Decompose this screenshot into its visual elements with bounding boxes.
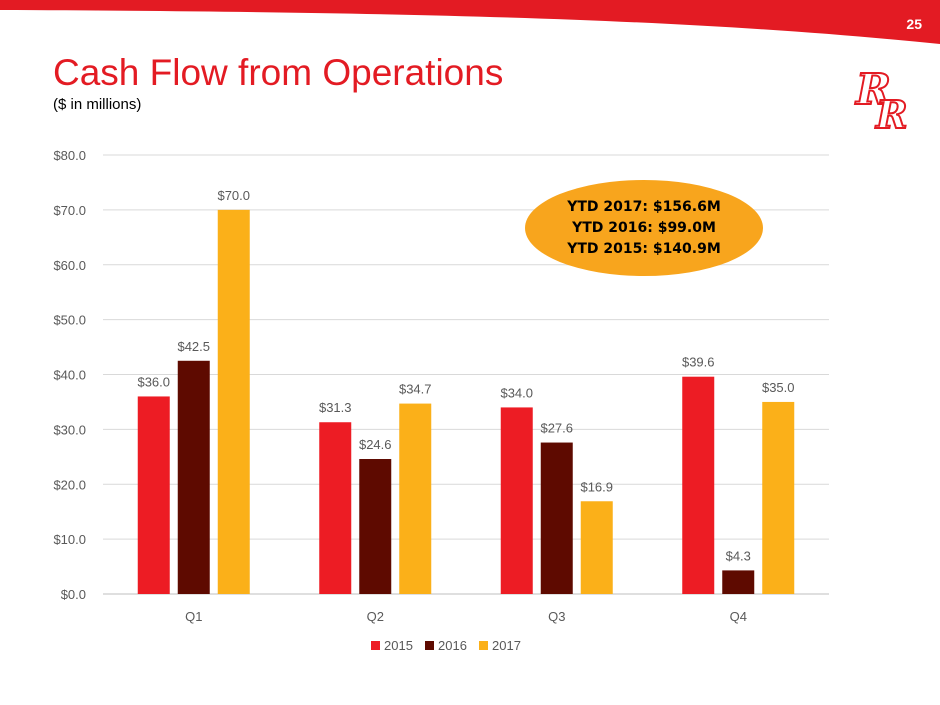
y-tick-label: $20.0 xyxy=(53,477,86,492)
ytd-2016-text: YTD 2016: $99.0M xyxy=(572,219,716,236)
chart-legend: 2015 2016 2017 xyxy=(371,638,521,653)
x-tick-label: Q2 xyxy=(367,609,384,624)
ytd-2015-text: YTD 2015: $140.9M xyxy=(567,240,721,257)
bar-2017-q4 xyxy=(762,401,795,594)
y-tick-label: $40.0 xyxy=(53,368,86,383)
legend-swatch xyxy=(479,641,488,650)
chart-x-axis: Q1 Q2 Q3 Q4 xyxy=(185,609,747,624)
chart-data-labels: $36.0 $42.5 $70.0 $31.3 $24.6 $34.7 $34.0 $27.6… xyxy=(137,188,794,564)
legend-label: 2015 xyxy=(384,638,413,653)
slide-subtitle: ($ in millions) xyxy=(53,96,142,113)
data-label: $42.5 xyxy=(177,339,210,354)
data-label: $31.3 xyxy=(319,400,352,415)
legend-swatch xyxy=(425,641,434,650)
bar-2017-q1 xyxy=(217,209,250,594)
bar-2016-q1 xyxy=(177,360,210,594)
bar-2017-q2 xyxy=(399,403,432,594)
y-tick-label: $30.0 xyxy=(53,422,86,437)
ytd-callout: YTD 2017: $156.6M YTD 2016: $99.0M YTD 2… xyxy=(525,180,763,276)
bar-2016-q3 xyxy=(540,442,573,594)
data-label: $34.7 xyxy=(399,382,432,397)
data-label: $24.6 xyxy=(359,437,392,452)
data-label: $4.3 xyxy=(726,548,751,563)
y-tick-label: $60.0 xyxy=(53,258,86,273)
bar-2016-q2 xyxy=(359,459,392,594)
bar-2017-q3 xyxy=(580,501,613,594)
y-tick-label: $70.0 xyxy=(53,203,86,218)
x-tick-label: Q1 xyxy=(185,609,202,624)
data-label: $70.0 xyxy=(217,188,250,203)
logo-letter-r2: R xyxy=(875,92,908,137)
legend-swatch xyxy=(371,641,380,650)
x-tick-label: Q4 xyxy=(730,609,747,624)
legend-label: 2017 xyxy=(492,638,521,653)
data-label: $39.6 xyxy=(682,355,715,370)
header-swoosh xyxy=(0,0,940,44)
brand-logo: R R xyxy=(854,64,909,138)
slide-title: Cash Flow from Operations xyxy=(53,52,504,93)
data-label: $35.0 xyxy=(762,380,795,395)
page-number: 25 xyxy=(906,16,922,32)
x-tick-label: Q3 xyxy=(548,609,565,624)
y-tick-label: $0.0 xyxy=(61,587,86,602)
bar-2015-q3 xyxy=(500,407,533,594)
bar-2016-q4 xyxy=(722,570,755,594)
bar-2015-q2 xyxy=(319,422,352,594)
data-label: $34.0 xyxy=(500,385,533,400)
logo-letter-r1: R xyxy=(855,65,891,114)
chart-bars xyxy=(137,209,795,594)
data-label: $16.9 xyxy=(580,479,613,494)
data-label: $36.0 xyxy=(137,374,170,389)
data-label: $27.6 xyxy=(540,421,573,436)
y-tick-label: $10.0 xyxy=(53,532,86,547)
legend-label: 2016 xyxy=(438,638,467,653)
bar-2015-q4 xyxy=(682,376,715,594)
bar-2015-q1 xyxy=(137,396,170,594)
ytd-2017-text: YTD 2017: $156.6M xyxy=(567,198,721,215)
chart-y-axis: $0.0 $10.0 $20.0 $30.0 $40.0 $50.0 $60.0 $70.0 $… xyxy=(53,148,86,602)
y-tick-label: $80.0 xyxy=(53,148,86,163)
y-tick-label: $50.0 xyxy=(53,313,86,328)
